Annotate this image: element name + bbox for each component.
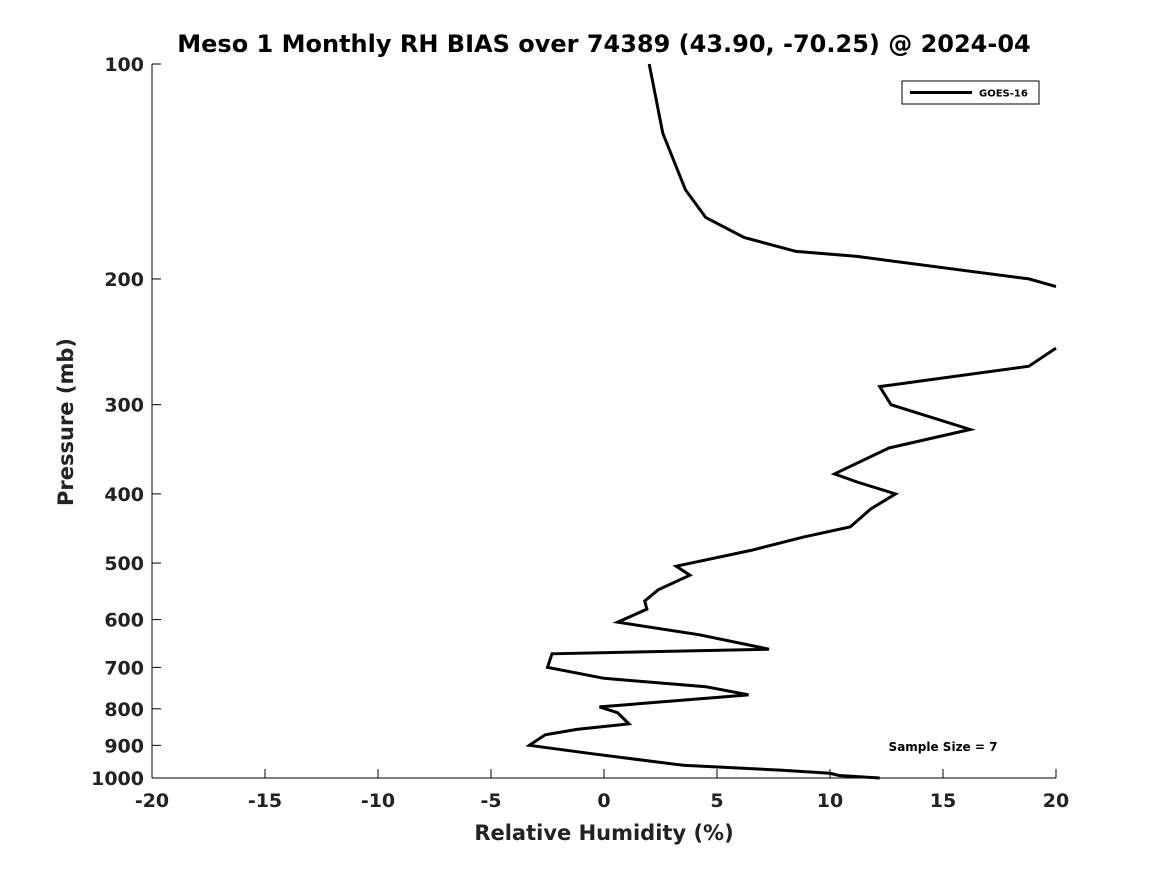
x-tick-label: -5 bbox=[480, 790, 501, 812]
x-tick-label: 15 bbox=[930, 790, 956, 812]
chart-title: Meso 1 Monthly RH BIAS over 74389 (43.90… bbox=[177, 30, 1030, 58]
y-tick-label: 500 bbox=[104, 553, 144, 575]
y-tick-label: 800 bbox=[104, 699, 144, 721]
x-tick-label: -20 bbox=[135, 790, 169, 812]
x-axis-label: Relative Humidity (%) bbox=[474, 821, 733, 845]
y-tick-label: 100 bbox=[104, 54, 144, 76]
y-tick-label: 200 bbox=[104, 269, 144, 291]
x-tick-label: 0 bbox=[597, 790, 610, 812]
plot-area bbox=[151, 64, 1056, 779]
x-axis-ticks: -20 -15 -10 -5 0 5 10 15 20 bbox=[135, 769, 1069, 812]
x-tick-label: 10 bbox=[817, 790, 843, 812]
legend: GOES-16 bbox=[901, 80, 1040, 105]
legend-label-goes-16: GOES-16 bbox=[979, 89, 1028, 100]
y-tick-label: 900 bbox=[104, 735, 144, 757]
x-tick-label: 20 bbox=[1043, 790, 1069, 812]
y-tick-label: 1000 bbox=[91, 768, 144, 790]
y-axis-label: Pressure (mb) bbox=[54, 338, 78, 506]
x-tick-label: 5 bbox=[710, 790, 723, 812]
series-layer bbox=[525, 63, 1057, 780]
y-tick-label: 400 bbox=[104, 484, 144, 506]
y-tick-label: 300 bbox=[104, 395, 144, 417]
x-tick-label: -10 bbox=[361, 790, 395, 812]
y-tick-label: 700 bbox=[104, 657, 144, 679]
y-axis-ticks: 100 200 300 400 500 600 700 800 900 1000 bbox=[91, 54, 161, 790]
y-tick-label: 600 bbox=[104, 610, 144, 632]
series-line-goes-16 bbox=[525, 63, 1057, 780]
sample-size-annotation: Sample Size = 7 bbox=[889, 740, 998, 754]
x-tick-label: -15 bbox=[248, 790, 282, 812]
